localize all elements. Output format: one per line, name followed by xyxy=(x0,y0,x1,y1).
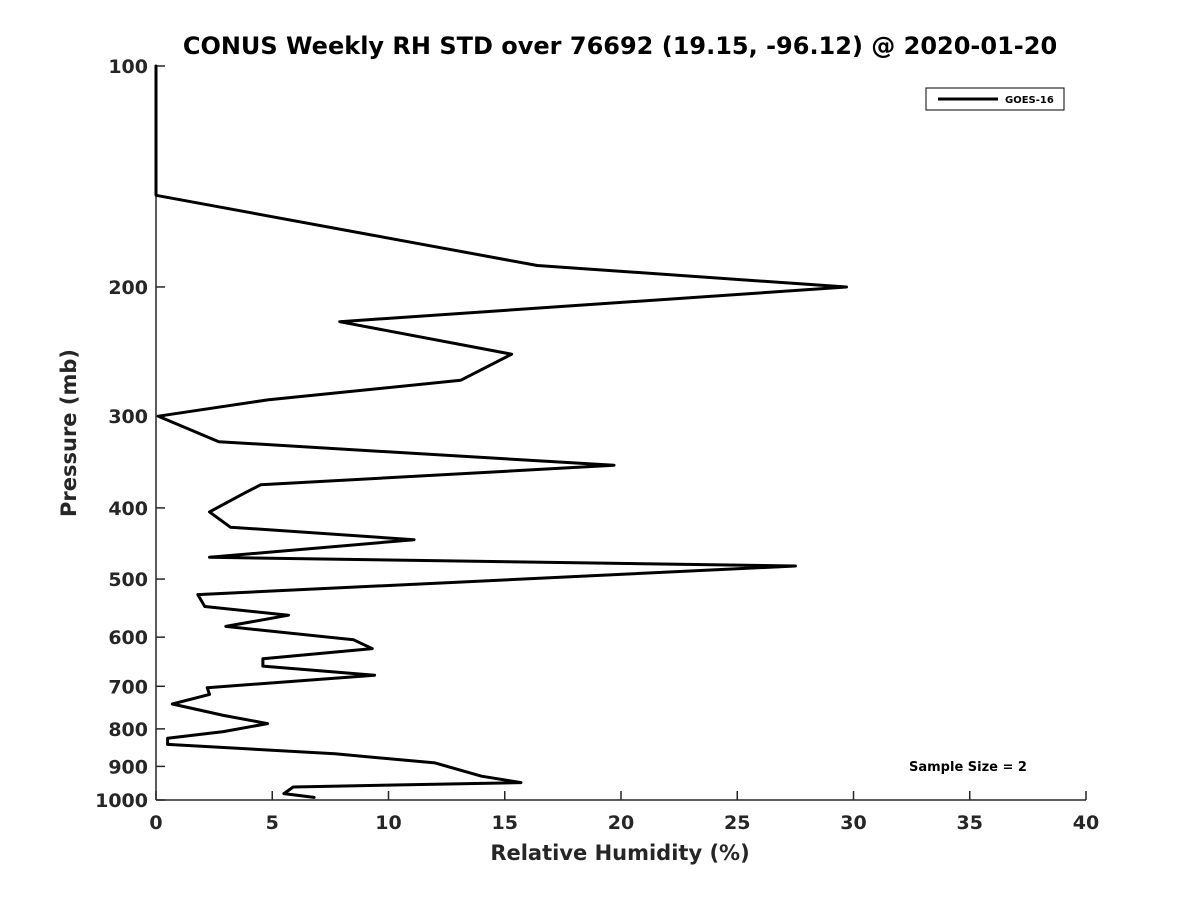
y-tick-label: 300 xyxy=(108,406,148,428)
y-tick-label: 600 xyxy=(108,627,148,649)
y-tick-label: 900 xyxy=(108,756,148,778)
plot-area xyxy=(155,66,1086,801)
y-tick-label: 400 xyxy=(108,498,148,520)
series-line-goes-16 xyxy=(154,64,848,799)
x-tick-label: 5 xyxy=(266,812,279,834)
x-axis-label: Relative Humidity (%) xyxy=(490,841,749,865)
x-tick-label: 15 xyxy=(492,812,518,834)
x-tick-label: 20 xyxy=(608,812,634,834)
y-tick-label: 100 xyxy=(108,56,148,78)
y-tick-label: 700 xyxy=(108,676,148,698)
y-axis-ticks: 100 200 300 400 500 600 700 800 900 1000 xyxy=(95,56,165,812)
sample-size-annotation: Sample Size = 2 xyxy=(909,760,1027,775)
y-tick-label: 800 xyxy=(108,719,148,741)
x-tick-label: 0 xyxy=(149,812,162,834)
x-axis-ticks: 0 5 10 15 20 25 30 35 40 xyxy=(149,791,1099,834)
x-tick-label: 30 xyxy=(840,812,866,834)
legend-label: GOES-16 xyxy=(1005,95,1054,106)
x-tick-label: 10 xyxy=(375,812,401,834)
x-tick-label: 40 xyxy=(1073,812,1099,834)
y-axis-label: Pressure (mb) xyxy=(57,349,81,517)
x-tick-label: 35 xyxy=(957,812,983,834)
y-tick-label: 200 xyxy=(108,277,148,299)
x-tick-label: 25 xyxy=(724,812,750,834)
legend: GOES-16 xyxy=(925,87,1065,111)
y-tick-label: 1000 xyxy=(95,790,148,812)
chart-title: CONUS Weekly RH STD over 76692 (19.15, -… xyxy=(183,32,1057,60)
y-tick-label: 500 xyxy=(108,569,148,591)
